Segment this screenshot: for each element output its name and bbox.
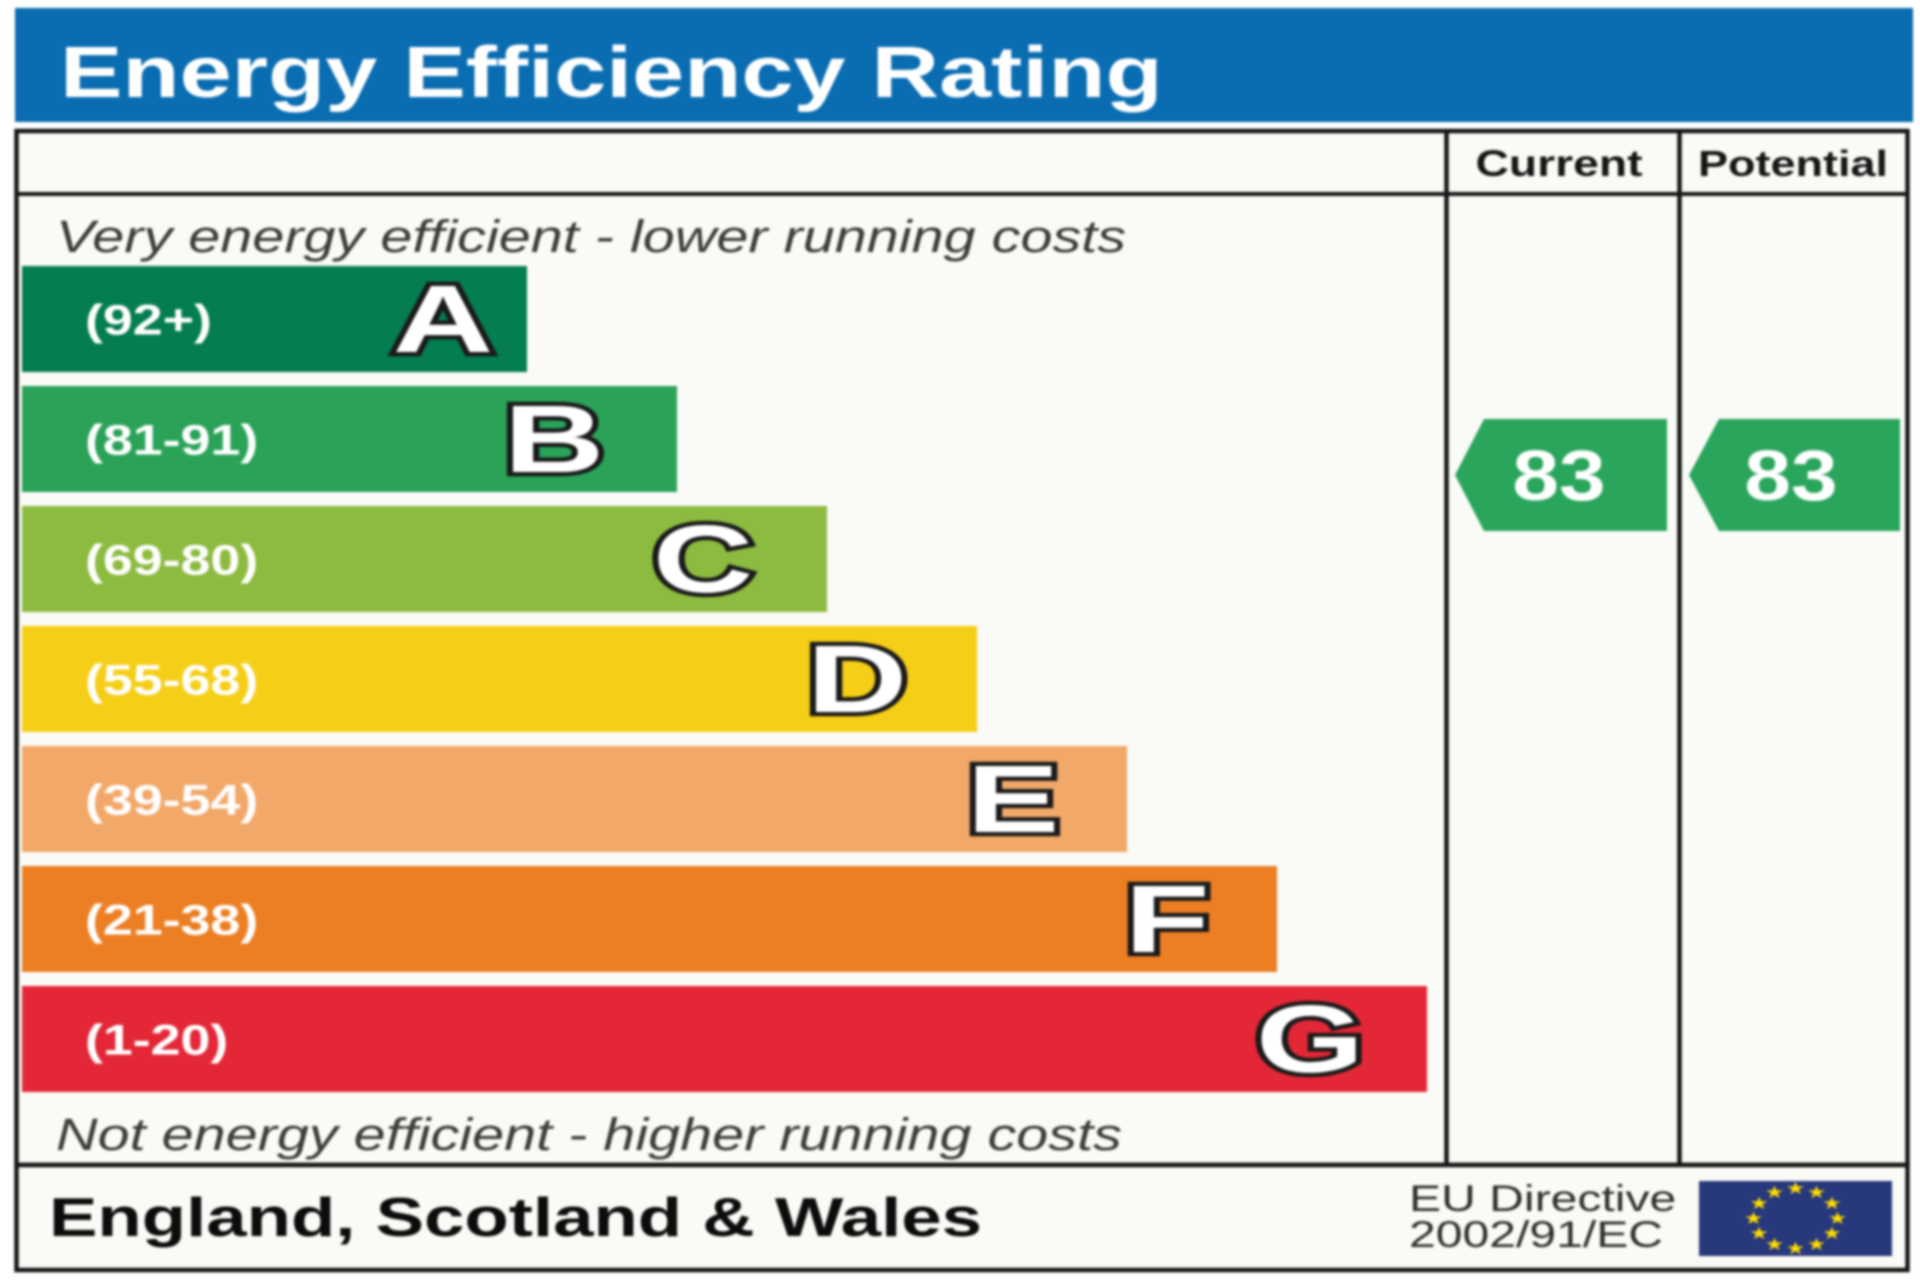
svg-text:Energy Efficiency Rating: Energy Efficiency Rating [60,31,1163,112]
svg-text:B: B [504,386,605,493]
svg-text:(92+): (92+) [85,297,212,345]
svg-text:EU Directive: EU Directive [1409,1178,1676,1219]
svg-text:Very energy efficient - lower: Very energy efficient - lower running co… [56,211,1126,261]
svg-text:England, Scotland & Wales: England, Scotland & Wales [49,1186,982,1247]
svg-text:(81-91): (81-91) [85,417,258,465]
svg-text:D: D [807,626,908,733]
svg-text:(69-80): (69-80) [85,537,258,585]
svg-text:Not energy efficient - higher: Not energy efficient - higher running co… [56,1109,1122,1159]
svg-text:83: 83 [1512,437,1605,516]
svg-text:(39-54): (39-54) [85,777,258,825]
svg-text:2002/91/EC: 2002/91/EC [1409,1214,1663,1255]
svg-text:Potential: Potential [1698,143,1888,184]
svg-text:A: A [393,266,494,373]
svg-text:(21-38): (21-38) [85,897,258,945]
svg-text:E: E [967,746,1060,853]
svg-text:G: G [1256,986,1364,1093]
svg-text:83: 83 [1744,437,1837,516]
svg-text:F: F [1124,866,1209,973]
svg-text:(1-20): (1-20) [85,1017,228,1065]
svg-text:Current: Current [1475,142,1642,184]
svg-text:C: C [653,506,754,613]
svg-text:(55-68): (55-68) [85,657,258,705]
